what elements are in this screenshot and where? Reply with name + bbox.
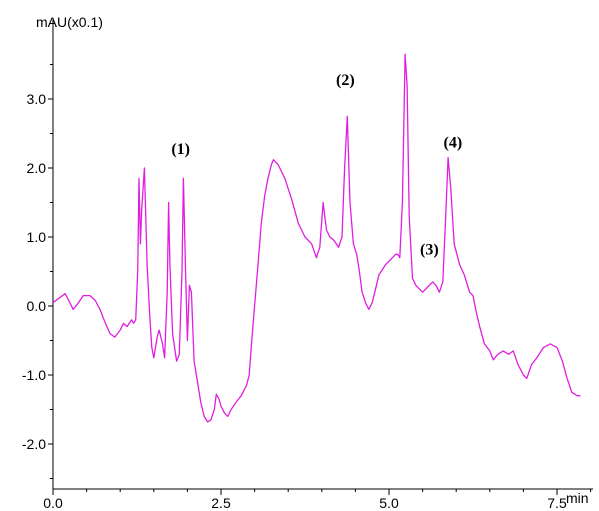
- x-axis-ticks: 0.0 2.5 5.0 7.5: [43, 489, 592, 511]
- y-axis-unit-label: mAU(x0.1): [36, 14, 103, 30]
- peak-label: (3): [420, 241, 439, 258]
- x-tick-label: 2.5: [211, 495, 231, 511]
- x-tick-label: 0.0: [43, 495, 63, 511]
- y-tick-label: 2.0: [27, 160, 47, 176]
- y-tick-label: -2.0: [22, 436, 46, 452]
- peak-annotations: (1) (2) (3) (4): [171, 72, 462, 258]
- y-tick-label: 3.0: [27, 91, 47, 107]
- x-axis-unit-label: min: [566, 490, 589, 506]
- x-tick-label: 5.0: [379, 495, 399, 511]
- y-tick-label: 1.0: [27, 229, 47, 245]
- y-tick-label: 0.0: [27, 298, 47, 314]
- chromatogram-trace: [52, 53, 581, 423]
- peak-label: (2): [336, 72, 355, 89]
- y-axis-ticks: 3.0 2.0 1.0 0.0 -1.0 -2.0: [22, 64, 53, 479]
- peak-label: (1): [171, 141, 190, 158]
- peak-label: (4): [444, 134, 463, 151]
- y-tick-label: -1.0: [22, 367, 46, 383]
- x-tick-label: 7.5: [547, 495, 567, 511]
